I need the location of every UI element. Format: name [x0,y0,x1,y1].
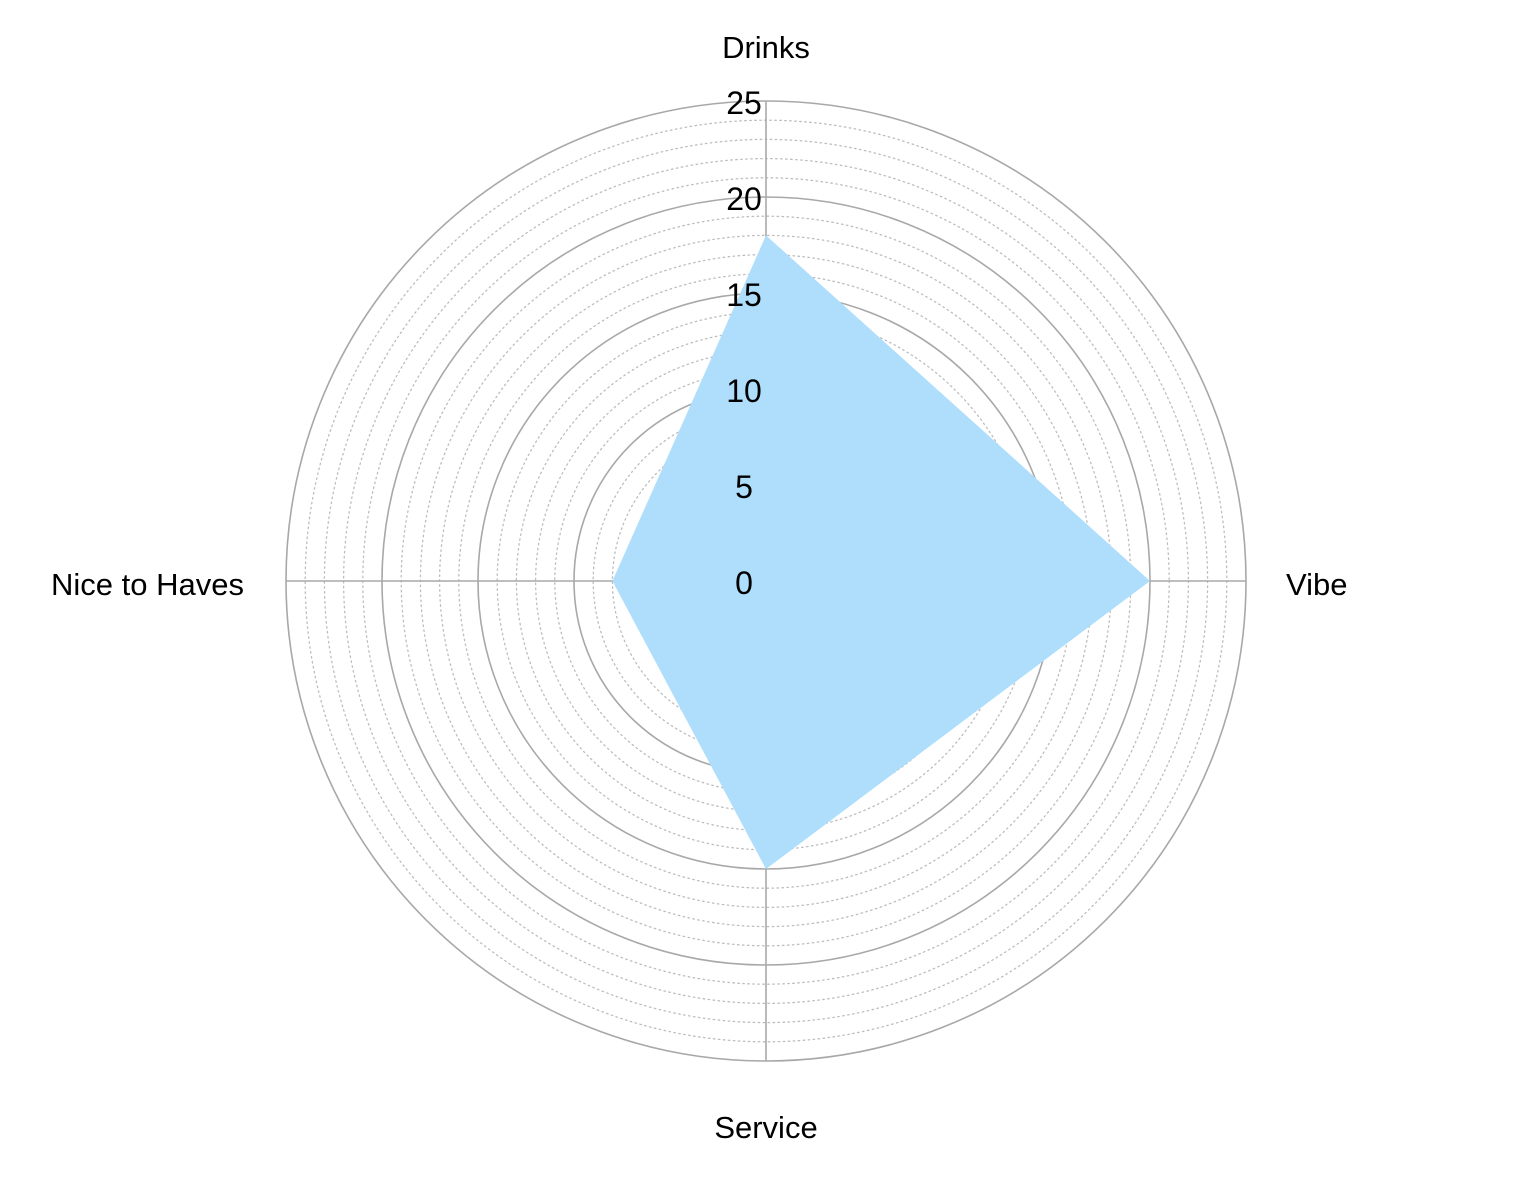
radial-tick-label: 5 [735,469,753,505]
radial-tick-label: 15 [726,277,762,313]
radial-tick-labels: 0 5 10 15 20 25 [726,85,762,601]
series-polygon [612,235,1150,869]
radial-tick-label: 25 [726,85,762,121]
axis-label: Service [714,1110,817,1145]
axis-labels: Drinks Vibe Service Nice to Haves [51,30,1347,1145]
axis-label: Nice to Haves [51,567,244,602]
radial-tick-label: 10 [726,373,762,409]
axis-label: Vibe [1286,567,1348,602]
axis-label: Drinks [722,30,810,65]
radial-tick-label: 20 [726,181,762,217]
radial-tick-label: 0 [735,565,753,601]
series-area [612,235,1151,870]
